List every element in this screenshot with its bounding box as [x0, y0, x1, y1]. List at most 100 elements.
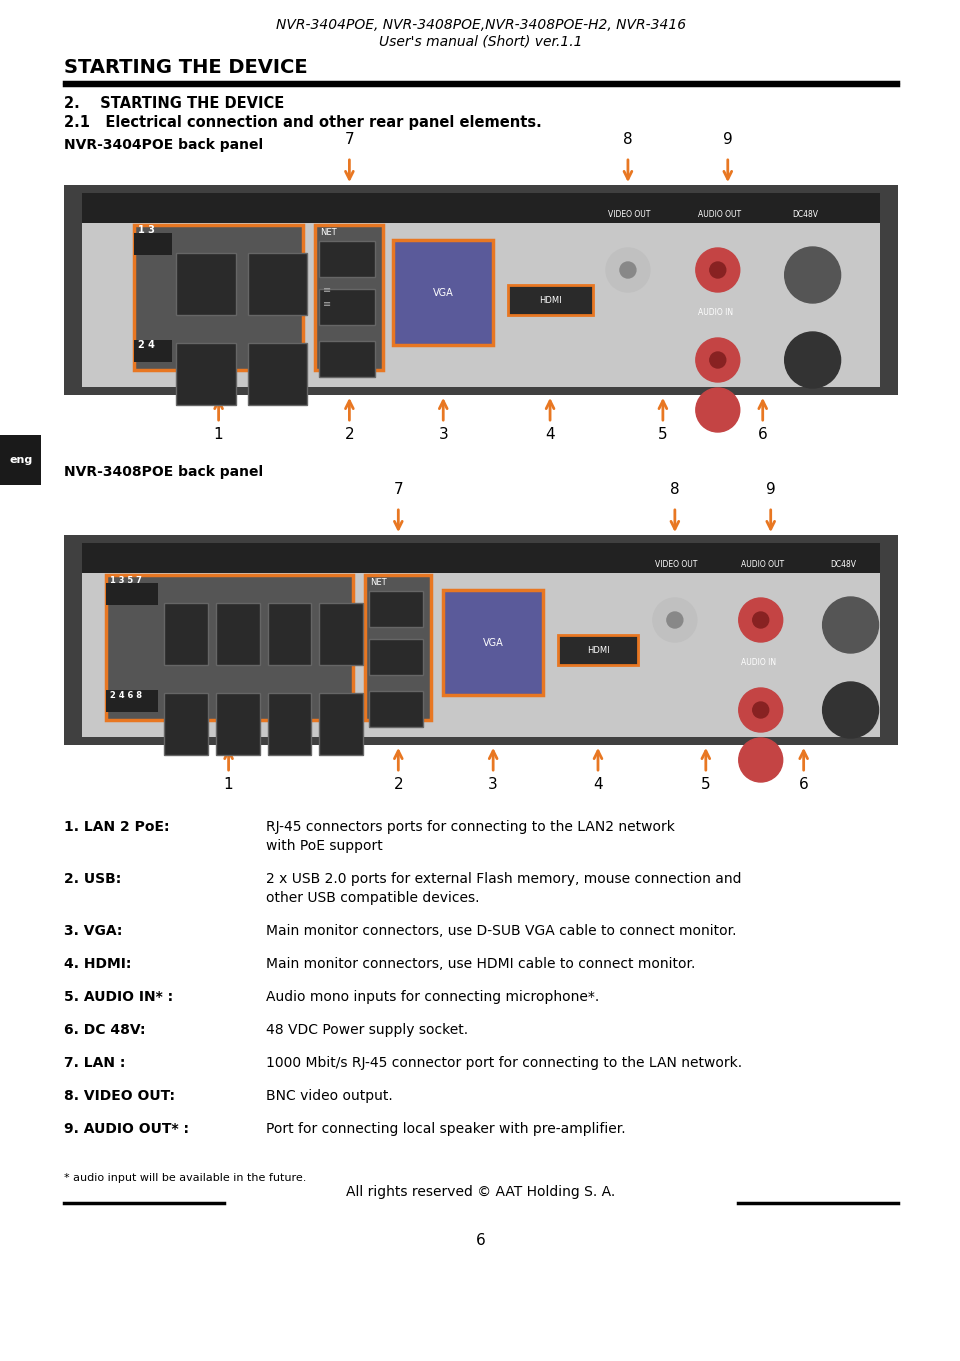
Circle shape: [753, 612, 769, 627]
Text: 2 4 6 8: 2 4 6 8: [109, 691, 142, 700]
Bar: [320, 603, 364, 666]
Bar: [370, 691, 423, 727]
Text: NET: NET: [371, 578, 387, 587]
Bar: [133, 225, 303, 370]
Text: 1 3: 1 3: [137, 225, 155, 235]
Text: 8. VIDEO OUT:: 8. VIDEO OUT:: [64, 1089, 175, 1102]
Text: AUDIO IN: AUDIO IN: [698, 308, 732, 317]
Text: 2 x USB 2.0 ports for external Flash memory, mouse connection and: 2 x USB 2.0 ports for external Flash mem…: [266, 872, 742, 886]
Text: NVR-3404POE back panel: NVR-3404POE back panel: [64, 137, 263, 152]
Text: Audio mono inputs for connecting microphone*.: Audio mono inputs for connecting microph…: [266, 989, 599, 1004]
Text: 2.    STARTING THE DEVICE: 2. STARTING THE DEVICE: [64, 97, 284, 112]
Bar: [558, 636, 638, 666]
Text: Main monitor connectors, use HDMI cable to connect monitor.: Main monitor connectors, use HDMI cable …: [266, 957, 695, 970]
Text: 48 VDC Power supply socket.: 48 VDC Power supply socket.: [266, 1023, 468, 1037]
Bar: [133, 340, 172, 362]
Bar: [320, 289, 375, 325]
Circle shape: [696, 388, 740, 431]
Text: HDMI: HDMI: [587, 645, 610, 655]
Bar: [320, 693, 364, 755]
Text: 8: 8: [623, 132, 633, 147]
Text: NET: NET: [321, 229, 337, 237]
Text: 6: 6: [757, 427, 768, 442]
Text: 4: 4: [545, 427, 555, 442]
Bar: [248, 343, 307, 406]
Circle shape: [784, 246, 841, 304]
Text: 5: 5: [701, 777, 710, 792]
Text: NVR-3408POE back panel: NVR-3408POE back panel: [64, 465, 263, 479]
Text: 7. LAN :: 7. LAN :: [64, 1056, 125, 1070]
Text: AUDIO OUT: AUDIO OUT: [741, 559, 784, 569]
Bar: [106, 690, 157, 712]
Text: 1 3 5 7: 1 3 5 7: [109, 576, 142, 585]
Bar: [82, 193, 879, 223]
Text: 2: 2: [394, 777, 403, 792]
Bar: [268, 693, 311, 755]
Bar: [366, 574, 431, 720]
Text: 1: 1: [214, 427, 224, 442]
Text: 2. USB:: 2. USB:: [64, 872, 121, 886]
Text: DC48V: DC48V: [793, 210, 819, 219]
Circle shape: [606, 248, 650, 293]
Bar: [82, 543, 879, 573]
Text: VGA: VGA: [433, 287, 454, 298]
Bar: [394, 240, 493, 344]
Text: 3: 3: [489, 777, 498, 792]
Text: RJ-45 connectors ports for connecting to the LAN2 network: RJ-45 connectors ports for connecting to…: [266, 819, 675, 834]
Bar: [106, 574, 353, 720]
Bar: [248, 253, 307, 314]
Text: with PoE support: with PoE support: [266, 838, 383, 853]
Text: All rights reserved © AAT Holding S. A.: All rights reserved © AAT Holding S. A.: [347, 1185, 615, 1199]
Bar: [370, 591, 423, 627]
Text: other USB compatible devices.: other USB compatible devices.: [266, 891, 480, 905]
Text: VGA: VGA: [483, 637, 504, 648]
Text: NVR-3404POE, NVR-3408POE,NVR-3408POE-H2, NVR-3416: NVR-3404POE, NVR-3408POE,NVR-3408POE-H2,…: [276, 18, 685, 33]
Text: AUDIO OUT: AUDIO OUT: [698, 210, 741, 219]
Text: 4: 4: [593, 777, 603, 792]
Bar: [268, 603, 311, 666]
Text: 2 4: 2 4: [137, 340, 155, 350]
Text: eng: eng: [10, 455, 34, 465]
Text: AUDIO IN: AUDIO IN: [741, 657, 776, 667]
Circle shape: [823, 597, 878, 653]
Bar: [82, 543, 879, 738]
Text: 5. AUDIO IN* :: 5. AUDIO IN* :: [64, 989, 173, 1004]
Text: ≡: ≡: [324, 284, 331, 295]
Text: 2.1   Electrical connection and other rear panel elements.: 2.1 Electrical connection and other rear…: [64, 114, 541, 131]
Text: 2: 2: [345, 427, 354, 442]
Text: User's manual (Short) ver.1.1: User's manual (Short) ver.1.1: [379, 34, 583, 48]
Bar: [0, 436, 41, 485]
Bar: [316, 225, 383, 370]
Text: Main monitor connectors, use D-SUB VGA cable to connect monitor.: Main monitor connectors, use D-SUB VGA c…: [266, 924, 736, 938]
Text: 8: 8: [670, 482, 680, 497]
Text: 7: 7: [345, 132, 354, 147]
Text: 1: 1: [224, 777, 233, 792]
Text: 9: 9: [766, 482, 776, 497]
Circle shape: [709, 263, 726, 278]
Bar: [508, 284, 593, 314]
Bar: [106, 583, 157, 606]
Bar: [82, 193, 879, 387]
Bar: [64, 535, 898, 744]
Text: 3: 3: [439, 427, 448, 442]
Circle shape: [823, 682, 878, 738]
Bar: [444, 591, 543, 695]
Bar: [216, 603, 259, 666]
Circle shape: [739, 597, 782, 642]
Text: 5: 5: [658, 427, 668, 442]
Text: 1000 Mbit/s RJ-45 connector port for connecting to the LAN network.: 1000 Mbit/s RJ-45 connector port for con…: [266, 1056, 742, 1070]
Text: HDMI: HDMI: [540, 295, 562, 305]
Circle shape: [667, 612, 683, 627]
Text: 7: 7: [394, 482, 403, 497]
Bar: [64, 185, 898, 395]
Text: VIDEO OUT: VIDEO OUT: [655, 559, 697, 569]
Circle shape: [753, 702, 769, 719]
Text: 3. VGA:: 3. VGA:: [64, 924, 122, 938]
Bar: [320, 342, 375, 377]
Text: 1. LAN 2 PoE:: 1. LAN 2 PoE:: [64, 819, 169, 834]
Bar: [370, 640, 423, 675]
Bar: [216, 693, 259, 755]
Text: 9. AUDIO OUT* :: 9. AUDIO OUT* :: [64, 1121, 189, 1136]
Circle shape: [739, 689, 782, 732]
Bar: [176, 253, 235, 314]
